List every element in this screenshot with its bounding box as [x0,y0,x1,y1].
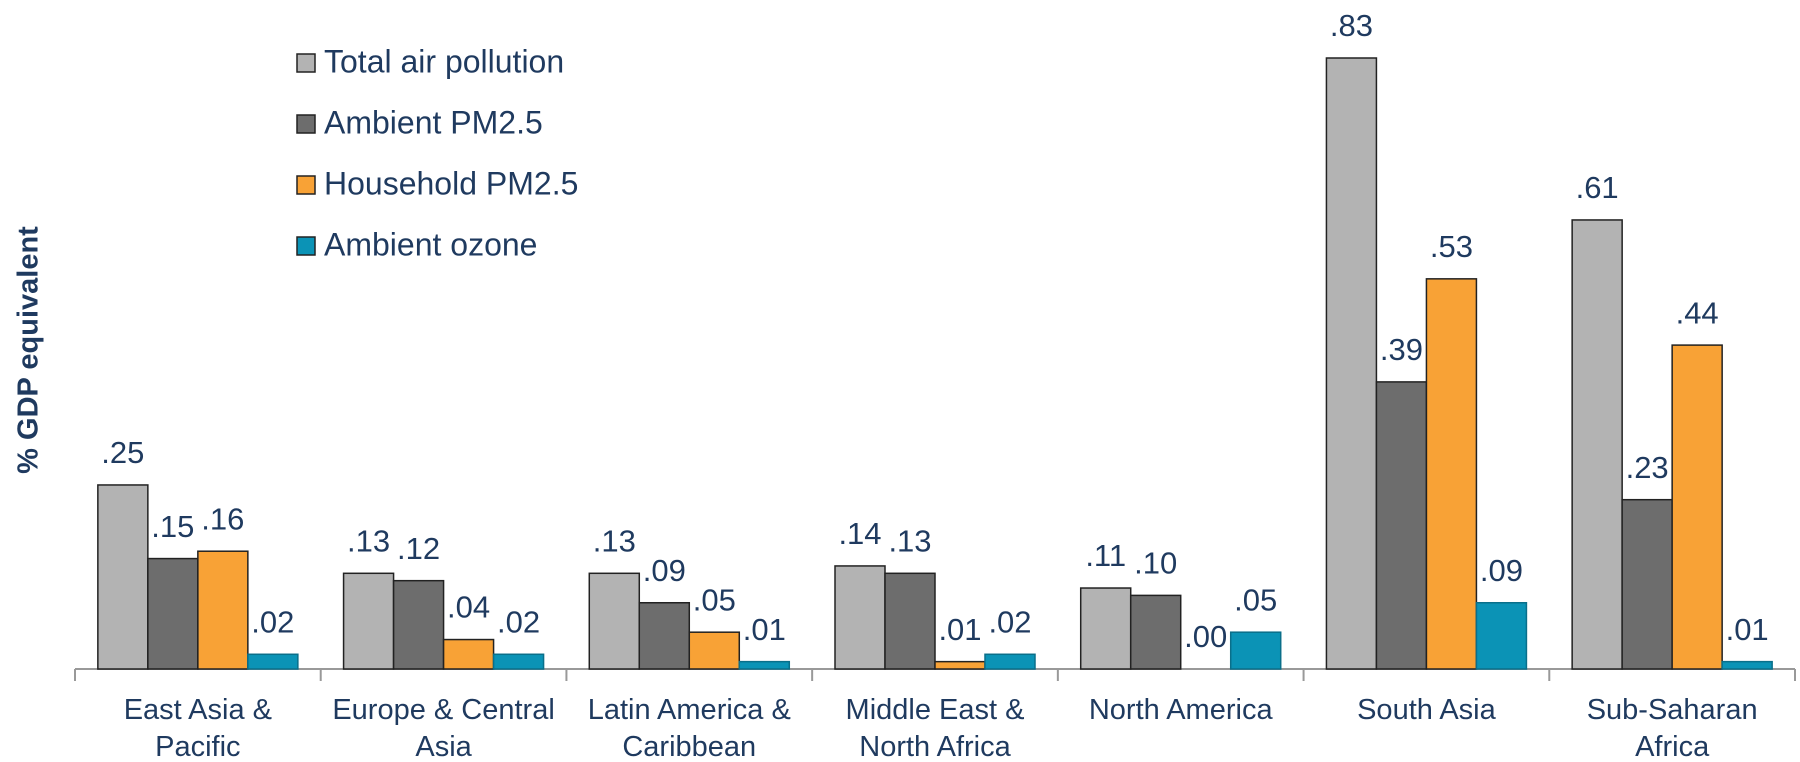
data-label: .13 [888,523,931,558]
bar [1475,601,1528,670]
data-label: .23 [1626,450,1669,485]
bar [834,565,886,670]
x-tick-label: Europe & Central Asia [332,694,554,762]
data-label: .09 [1480,553,1523,588]
data-label: .16 [201,501,244,536]
data-label: .53 [1430,229,1473,264]
data-label: .13 [347,523,390,558]
bar [1325,57,1378,670]
data-label: .05 [1234,582,1277,617]
data-label: .83 [1330,8,1373,43]
data-label: .39 [1380,332,1423,367]
bar [442,638,495,670]
bar [1721,660,1773,670]
bar [984,653,1036,670]
data-label: .02 [251,604,294,639]
legend-label: Ambient ozone [324,226,537,262]
data-label: .01 [938,612,981,647]
bar [884,572,936,670]
data-label: .12 [397,531,440,566]
legend-label: Ambient PM2.5 [324,104,543,140]
bar [934,660,986,670]
bar [197,550,249,670]
bar [1375,381,1428,670]
data-label: .09 [643,553,686,588]
bar [1621,498,1673,670]
x-tick-label: East Asia & Pacific [124,694,272,762]
bar [1671,344,1723,670]
legend-swatch [296,175,316,195]
bar [492,653,545,670]
bar [342,572,395,670]
x-tick-label: South Asia [1357,694,1497,726]
legend-label: Total air pollution [324,43,564,79]
data-label: .25 [101,435,144,470]
bar [1079,587,1132,670]
data-label: .13 [593,523,636,558]
data-label: .01 [743,612,786,647]
bar [247,653,299,670]
data-label: .04 [447,590,490,625]
bar [638,601,691,670]
legend-swatch [296,236,316,256]
data-label: .44 [1676,295,1719,330]
bar [688,631,741,670]
legend-swatch [296,114,316,134]
legend-swatch [296,53,316,73]
data-label: .10 [1134,546,1177,581]
data-label: .11 [1085,538,1126,573]
bar [738,660,791,670]
data-label: .61 [1576,170,1619,205]
data-label: .05 [693,582,736,617]
data-label: .02 [497,604,540,639]
y-axis-label: % GDP equivalent [13,226,45,474]
data-label: .01 [1726,612,1769,647]
bar [1229,631,1282,670]
x-tick-label: North America [1089,694,1274,726]
legend-label: Household PM2.5 [324,165,578,201]
bar [1425,278,1478,670]
bar [1571,219,1623,670]
data-label: .14 [838,516,881,551]
data-label: .02 [988,604,1031,639]
bar [588,572,641,670]
data-label: .15 [151,509,194,544]
bar [97,484,149,670]
data-label: .00 [1184,619,1227,654]
bar [392,579,445,670]
x-tick-label: Sub-Saharan Africa [1587,694,1758,762]
x-tick-label: Middle East & North Africa [846,694,1025,762]
bar [147,557,199,670]
x-tick-label: Latin America & Caribbean [588,694,791,762]
bar [1129,594,1182,670]
